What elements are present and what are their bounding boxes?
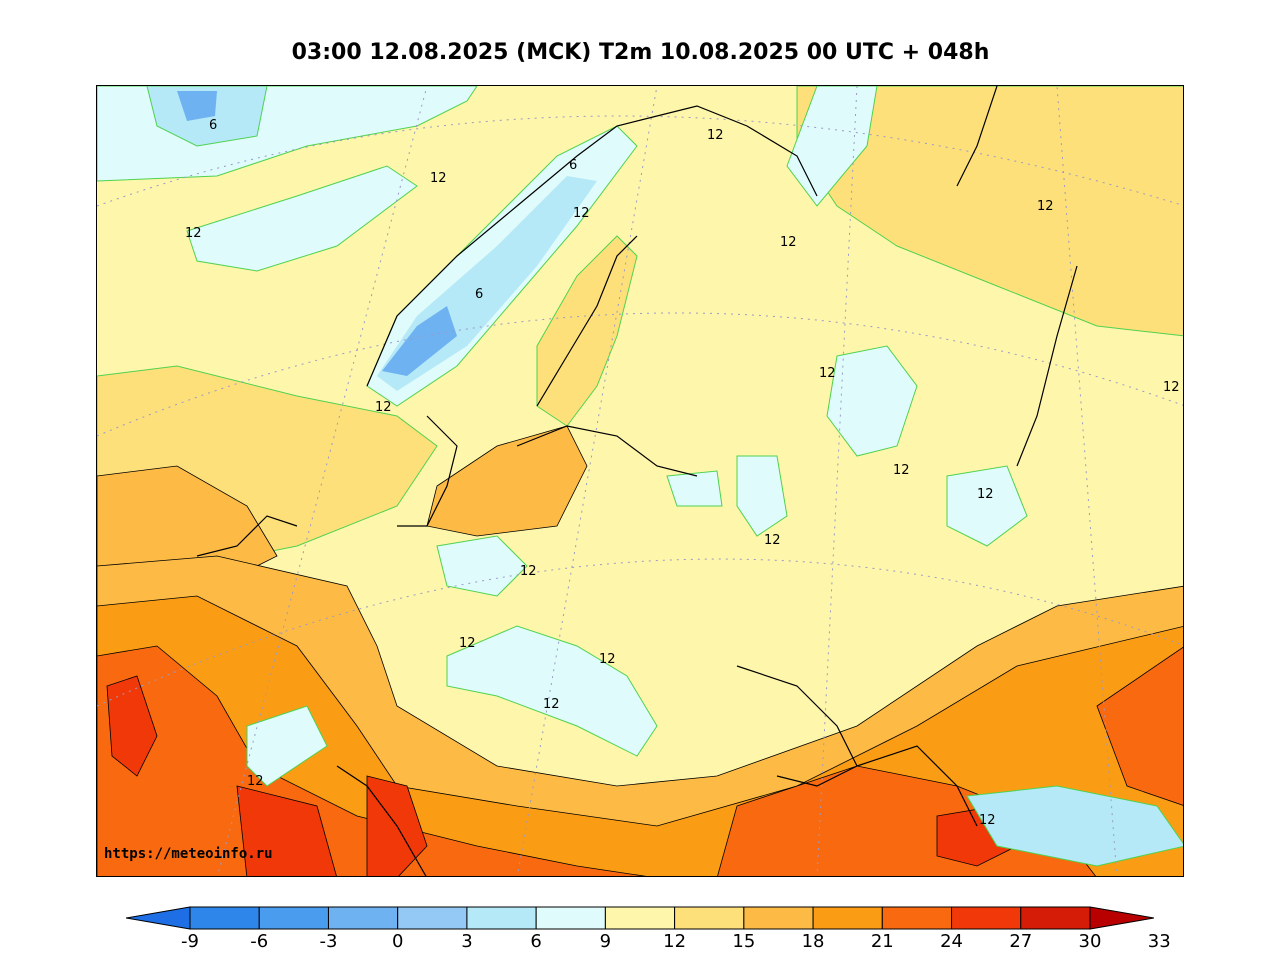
contour-label: 12: [247, 774, 264, 789]
colorbar-tick-label: 15: [732, 931, 756, 952]
colorbar-tick-label: 24: [940, 931, 963, 952]
contour-label: 6: [475, 287, 483, 302]
colorbar-tick-label: 30: [1078, 931, 1102, 952]
temperature-map: 6 6 6 12 12 12 12 12 12 12 12 12 12 12 1…: [96, 85, 1184, 877]
contour-label: 12: [977, 487, 994, 502]
field-18-21-baltic: [426, 425, 588, 537]
field-9-12-poland: [436, 535, 528, 597]
colorbar-cell: [535, 906, 606, 930]
colorbar-cell: [327, 906, 399, 930]
field-27-30-italy: [236, 785, 337, 876]
colorbar-cell: [881, 906, 953, 930]
contour-label: 12: [893, 463, 910, 478]
contour-label: 12: [543, 697, 560, 712]
contour-label: 12: [764, 533, 781, 548]
field-9-12-central: [736, 455, 788, 537]
colorbar-cell: [1020, 906, 1091, 930]
colorbar-tick-label: -3: [319, 931, 338, 952]
contour-label: 12: [430, 171, 447, 186]
colorbar-cell: [674, 906, 745, 930]
field-15-18-finland: [536, 235, 638, 427]
field-18-21-northsea: [97, 465, 278, 587]
colorbar-cell: [189, 906, 260, 930]
colorbar: [126, 906, 1154, 930]
contour-label: 12: [520, 564, 537, 579]
chart-title: 03:00 12.08.2025 (MCK) T2m 10.08.2025 00…: [291, 40, 990, 65]
field-9-12-moscow: [666, 470, 723, 507]
contour-label: 12: [459, 636, 476, 651]
contour-labels: 6 6 6 12 12 12 12 12 12 12 12 12 12 12 1…: [185, 118, 1180, 828]
contour-label: 12: [1163, 380, 1180, 395]
colorbar-tick-label: 0: [391, 931, 404, 952]
contour-label: 6: [569, 158, 577, 173]
field-0-3-iceland: [177, 91, 217, 121]
colorbar-arrow-low: [126, 906, 191, 930]
colorbar-cell: [743, 906, 814, 930]
field-9-12-alps: [246, 705, 328, 787]
field-27-30-iberia: [106, 675, 158, 777]
field-0-3-scandinavia: [382, 306, 457, 376]
colorbar-cell: [397, 906, 468, 930]
colorbar-tick-label: -9: [181, 931, 199, 952]
contour-label: 12: [599, 652, 616, 667]
contour-label: 12: [1037, 199, 1054, 214]
contour-label: 12: [375, 400, 392, 415]
colorbar-tick-label: 27: [1009, 931, 1033, 952]
graticule: [97, 86, 1183, 876]
contour-label: 12: [573, 206, 590, 221]
field-6-9-caucasus-mtn: [966, 785, 1183, 867]
contour-label: 12: [819, 366, 836, 381]
colorbar-cell: [466, 906, 537, 930]
colorbar-cell: [951, 906, 1022, 930]
colorbar-tick-label: 3: [461, 931, 473, 952]
coastlines: [196, 86, 1078, 876]
colorbar-tick-label: 33: [1147, 931, 1171, 952]
contour-label: 12: [185, 226, 202, 241]
field-9-12-ukraine: [446, 625, 658, 757]
field-9-12-atlantic: [186, 165, 418, 272]
colorbar-tick-label: -6: [250, 931, 269, 952]
colorbar-tick-label: 18: [801, 931, 825, 952]
field-9-12-volga: [946, 465, 1028, 547]
colorbar-tick-label: 21: [870, 931, 894, 952]
colorbar-cell: [258, 906, 329, 930]
contour-label: 12: [780, 235, 797, 250]
colorbar-tick-label: 6: [530, 931, 542, 952]
contour-label: 6: [209, 118, 217, 133]
colorbar-tick-label: 12: [663, 931, 687, 952]
colorbar-tick-label: 9: [599, 931, 612, 952]
colorbar-arrow-high: [1089, 906, 1154, 930]
contour-label: 12: [979, 813, 996, 828]
colorbar-cell: [812, 906, 883, 930]
colorbar-cell: [604, 906, 676, 930]
field-9-12-russia: [826, 345, 918, 457]
watermark-url: https://meteoinfo.ru: [104, 846, 273, 862]
contour-label: 12: [707, 128, 724, 143]
map-canvas: 6 6 6 12 12 12 12 12 12 12 12 12 12 12 1…: [97, 86, 1183, 876]
field-24-27-east: [1096, 646, 1183, 806]
